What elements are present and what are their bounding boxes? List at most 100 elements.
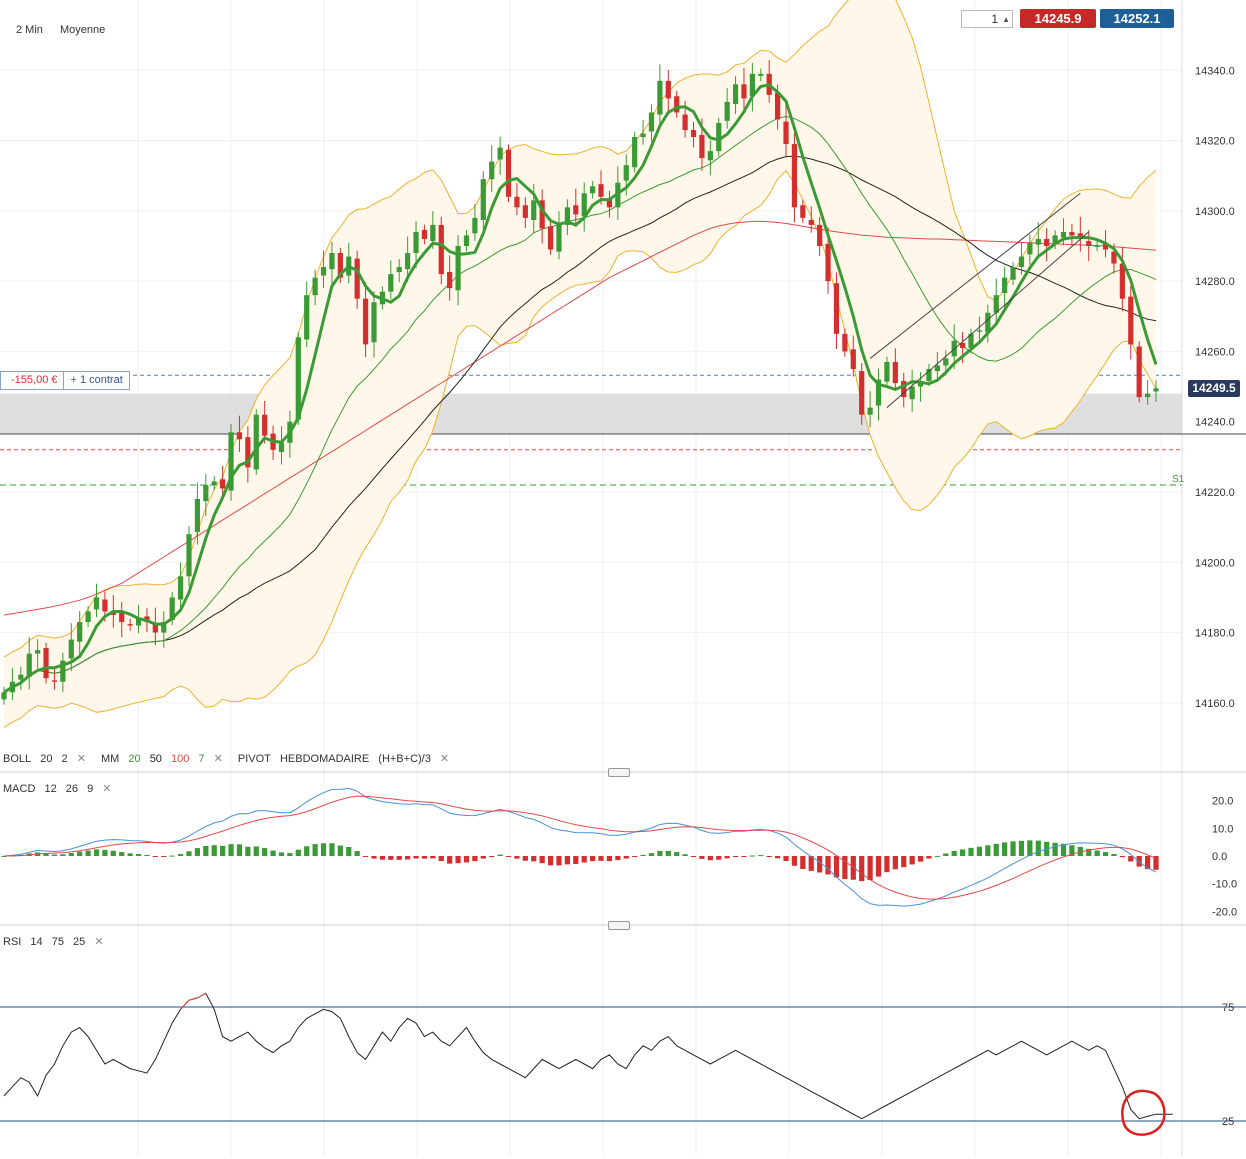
close-icon[interactable]: ✕ (439, 753, 450, 765)
macd-histogram-bar (228, 844, 234, 856)
candle-body (1002, 277, 1008, 294)
candle-body (707, 151, 713, 161)
candle-body (665, 80, 671, 99)
legend-pivot-period: HEBDOMADAIRE (279, 753, 370, 765)
macd-histogram-bar (901, 856, 907, 868)
candle-body (455, 245, 461, 291)
close-icon[interactable]: ✕ (76, 753, 86, 765)
macd-histogram-bar (413, 856, 419, 859)
quantity-stepper[interactable]: 1 ▲ (961, 10, 1013, 28)
legend-rsi-upper: 75 (51, 936, 64, 948)
candle-body (934, 365, 940, 372)
candle-body (1128, 296, 1134, 345)
pane-resize-handle[interactable] (608, 921, 630, 930)
legend-mm50: 50 (149, 753, 162, 765)
candle-body (564, 207, 570, 225)
close-icon[interactable]: ✕ (213, 753, 223, 765)
candle-body (985, 312, 991, 333)
macd-histogram-bar (337, 845, 343, 856)
candle-body (976, 330, 983, 332)
candle-body (413, 231, 419, 254)
macd-histogram-bar (169, 855, 175, 857)
candle-body (102, 599, 108, 612)
candle-body (430, 224, 436, 242)
macd-histogram-bar (220, 845, 226, 856)
macd-histogram-bar (354, 851, 360, 856)
macd-histogram-bar (976, 846, 983, 856)
pane-resize-handle[interactable] (608, 768, 630, 777)
macd-histogram-bar (110, 850, 116, 856)
legend-mm20: 20 (128, 753, 141, 765)
candle-body (405, 253, 411, 270)
legend-macd-slow: 26 (65, 783, 79, 795)
candle-body (699, 134, 705, 159)
candle-body (968, 333, 974, 348)
candle-body (640, 133, 646, 138)
chart-type-selector[interactable]: Moyenne (60, 24, 106, 36)
candle-body (825, 243, 831, 282)
macd-histogram-bar (547, 856, 554, 866)
macd-histogram-bar (833, 856, 840, 878)
macd-histogram-bar (396, 856, 402, 860)
candle-body (1035, 238, 1041, 245)
macd-histogram-bar (1128, 856, 1134, 862)
candle-body (1069, 231, 1075, 236)
candle-body (817, 224, 823, 246)
candle-body (177, 576, 184, 600)
macd-histogram-bar (985, 845, 991, 856)
candle-body (657, 80, 663, 115)
sell-button[interactable]: 14245.9 (1020, 9, 1096, 28)
rsi-legend: RSI 14 75 25 ✕ (3, 935, 110, 948)
macd-histogram-bar (539, 856, 545, 864)
macd-histogram-bar (825, 856, 831, 875)
candle-body (1153, 388, 1159, 392)
candle-body (77, 622, 83, 642)
macd-histogram-bar (1002, 842, 1008, 856)
rsi-line (3, 992, 1173, 1120)
macd-histogram-bar (77, 851, 83, 856)
candle-body (632, 137, 638, 168)
macd-histogram-bar (253, 846, 259, 856)
buy-button[interactable]: 14252.1 (1100, 9, 1174, 28)
candle-body (875, 379, 882, 406)
legend-mm[interactable]: MM (100, 753, 120, 765)
chevron-up-icon[interactable]: ▲ (1002, 15, 1010, 24)
legend-boll[interactable]: BOLL (3, 753, 32, 765)
candle-body (682, 114, 688, 131)
candle-body (388, 274, 394, 292)
timeframe-selector[interactable]: 2 Min (16, 24, 43, 36)
bollinger-lower-band (3, 170, 1157, 728)
candle-body (1086, 241, 1092, 246)
macd-histogram-bar (934, 855, 940, 857)
rsi-overbought-segment (188, 997, 198, 1001)
candle-body (320, 267, 327, 276)
close-icon[interactable]: ✕ (94, 936, 104, 948)
candle-body (573, 205, 579, 215)
legend-pivot[interactable]: PIVOT (237, 753, 271, 765)
legend-rsi[interactable]: RSI (3, 936, 22, 948)
candle-body (808, 219, 814, 225)
macd-histogram-bar (1077, 846, 1083, 856)
macd-histogram-bar (421, 856, 428, 859)
close-icon[interactable]: ✕ (102, 783, 112, 795)
candle-body (1027, 242, 1033, 255)
y-tick-label: 14240.0 (1195, 417, 1235, 429)
candle-body (161, 622, 167, 633)
macd-histogram-bar (371, 856, 377, 859)
legend-macd[interactable]: MACD (3, 783, 36, 795)
candle-body (497, 147, 503, 160)
candle-body (60, 660, 66, 682)
candle-body (909, 386, 915, 400)
macd-histogram-bar (943, 853, 949, 856)
macd-histogram-bar (60, 854, 66, 856)
position-label[interactable]: -155,00 € + 1 contrat (0, 371, 130, 390)
macd-histogram-bar (590, 856, 596, 862)
candle-body (598, 184, 604, 197)
macd-histogram-bar (262, 848, 268, 856)
macd-histogram-bar (1119, 856, 1125, 858)
macd-histogram-bar (808, 856, 814, 871)
macd-histogram-bar (732, 856, 739, 857)
legend-pivot-formula: (H+B+C)/3 (378, 753, 431, 765)
